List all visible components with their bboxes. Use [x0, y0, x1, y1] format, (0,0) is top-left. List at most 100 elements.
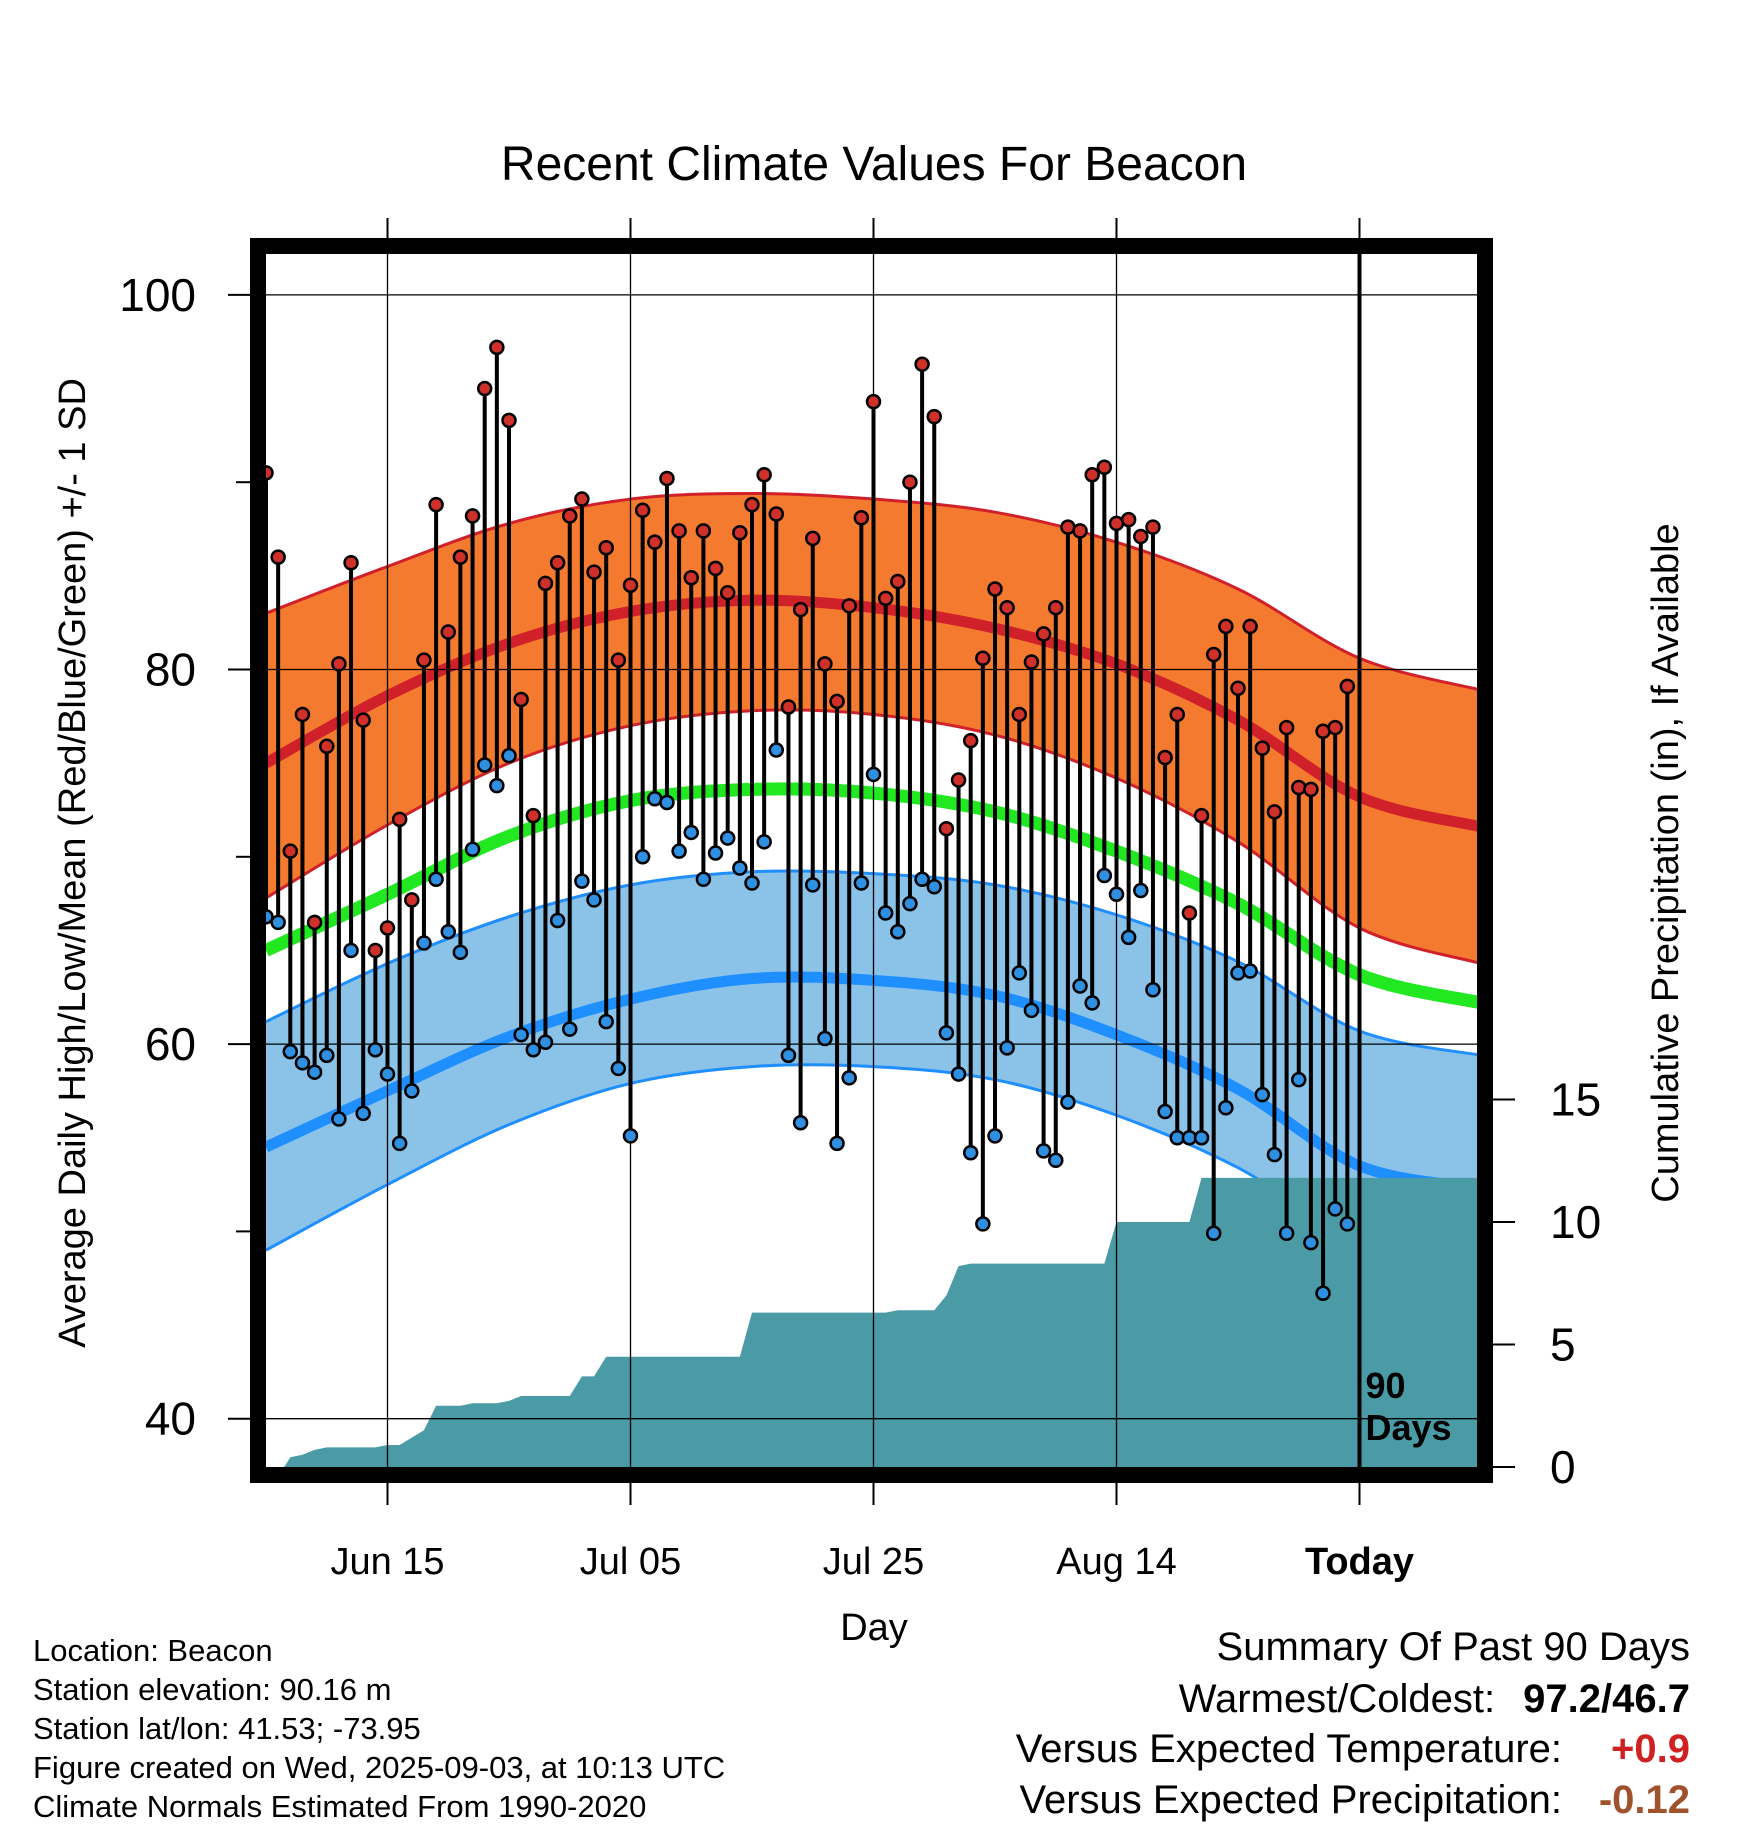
obs-low-point-51	[877, 905, 894, 921]
x-tick-label-2: Jul 25	[823, 1541, 924, 1583]
obs-low-point-17	[464, 841, 481, 858]
obs-low-point-50	[865, 766, 882, 783]
obs-low-point-49	[853, 875, 870, 891]
obs-low-point-21	[513, 1026, 529, 1043]
obs-high-point-47	[829, 693, 845, 710]
obs-low-point-80	[1230, 965, 1246, 981]
y2-tick-label-3: 15	[1550, 1074, 1601, 1126]
obs-high-point-77	[1193, 807, 1210, 824]
obs-high-point-12	[404, 892, 420, 908]
obs-low-point-24	[549, 912, 566, 929]
obs-low-point-30	[622, 1128, 639, 1144]
temp-departure-value: +0.9	[1611, 1727, 1690, 1771]
obs-low-point-13	[416, 935, 432, 951]
obs-low-point-8	[355, 1105, 371, 1122]
obs-low-point-48	[841, 1070, 857, 1086]
obs-low-point-40	[744, 875, 760, 891]
obs-low-point-57	[950, 1066, 967, 1082]
obs-high-point-17	[464, 508, 481, 524]
obs-low-point-56	[938, 1025, 955, 1041]
obs-high-point-50	[865, 393, 882, 410]
y2-tick-label-0: 0	[1550, 1441, 1576, 1493]
obs-low-point-16	[452, 944, 469, 961]
obs-high-point-34	[671, 523, 687, 539]
precip-departure-value: -0.12	[1598, 1778, 1690, 1822]
meta-normals: Climate Normals Estimated From 1990-2020	[33, 1789, 647, 1824]
obs-high-point-76	[1181, 905, 1198, 921]
obs-high-point-55	[926, 408, 942, 425]
obs-high-point-56	[938, 820, 955, 837]
obs-high-point-32	[647, 534, 663, 550]
x-tick-label-3: Aug 14	[1056, 1541, 1176, 1583]
obs-high-point-35	[683, 569, 699, 586]
y2-tick-label-1: 5	[1550, 1319, 1576, 1371]
obs-high-point-16	[452, 549, 469, 565]
obs-low-point-10	[379, 1066, 396, 1082]
obs-low-point-9	[367, 1041, 384, 1058]
obs-high-point-22	[525, 807, 542, 824]
obs-low-point-71	[1120, 929, 1137, 946]
obs-high-point-75	[1169, 706, 1185, 723]
obs-low-point-84	[1278, 1225, 1295, 1242]
obs-low-point-72	[1133, 882, 1149, 899]
obs-high-point-74	[1157, 749, 1173, 766]
obs-low-point-1	[270, 914, 286, 931]
obs-low-point-47	[829, 1135, 845, 1152]
summary-warmest-coldest: Warmest/Coldest: 97.2/46.7	[1179, 1677, 1690, 1722]
obs-low-point-11	[391, 1135, 408, 1152]
obs-high-point-30	[622, 577, 639, 593]
obs-low-point-35	[683, 824, 699, 841]
obs-low-point-23	[537, 1034, 554, 1050]
obs-low-point-33	[659, 794, 675, 811]
obs-high-point-61	[999, 599, 1015, 616]
obs-high-point-0	[266, 465, 274, 481]
obs-low-point-59	[975, 1216, 991, 1232]
obs-low-point-6	[331, 1111, 347, 1127]
obs-high-point-59	[975, 650, 991, 667]
obs-high-point-86	[1303, 781, 1319, 798]
meta-created: Figure created on Wed, 2025-09-03, at 10…	[33, 1750, 726, 1785]
obs-high-point-36	[695, 523, 712, 539]
obs-low-point-58	[962, 1144, 979, 1161]
meta-elevation: Station elevation: 90.16 m	[33, 1672, 392, 1707]
obs-high-point-46	[817, 656, 833, 672]
obs-high-point-54	[914, 356, 930, 372]
y2-axis-label: Cumulative Precipitation (in), If Availa…	[1645, 523, 1687, 1202]
precip-departure-label: Versus Expected Precipitation:	[1019, 1778, 1562, 1822]
y-tick-label-1: 60	[145, 1018, 196, 1070]
obs-high-point-21	[513, 691, 529, 708]
obs-low-point-55	[926, 879, 942, 895]
obs-low-point-15	[440, 923, 456, 940]
obs-low-point-46	[817, 1030, 833, 1047]
obs-high-point-81	[1242, 618, 1258, 635]
obs-low-point-61	[999, 1040, 1015, 1056]
obs-low-point-4	[306, 1064, 323, 1080]
obs-low-point-34	[671, 843, 687, 859]
obs-low-point-7	[343, 942, 359, 959]
obs-high-point-72	[1133, 528, 1149, 545]
obs-high-point-2	[282, 843, 299, 859]
obs-high-point-88	[1327, 719, 1343, 736]
obs-high-point-51	[877, 590, 894, 607]
obs-low-point-31	[634, 849, 651, 865]
obs-low-point-41	[756, 834, 772, 850]
obs-high-point-3	[294, 706, 311, 723]
obs-high-point-24	[549, 554, 566, 571]
x-tick-label-0: Jun 15	[330, 1541, 444, 1583]
obs-low-point-36	[695, 871, 712, 888]
obs-high-point-79	[1218, 618, 1234, 635]
obs-low-point-60	[987, 1128, 1003, 1144]
obs-low-point-85	[1291, 1071, 1307, 1088]
obs-high-point-57	[950, 772, 967, 788]
obs-high-point-29	[610, 652, 627, 668]
obs-high-point-38	[719, 584, 736, 601]
obs-low-point-74	[1157, 1103, 1173, 1120]
obs-low-point-77	[1193, 1130, 1210, 1146]
obs-low-point-28	[598, 1013, 614, 1030]
obs-high-point-64	[1035, 626, 1052, 642]
obs-low-point-19	[489, 777, 505, 794]
obs-high-point-73	[1145, 519, 1161, 535]
obs-high-point-85	[1291, 779, 1307, 796]
obs-high-point-5	[319, 738, 335, 755]
obs-high-point-48	[841, 598, 857, 614]
